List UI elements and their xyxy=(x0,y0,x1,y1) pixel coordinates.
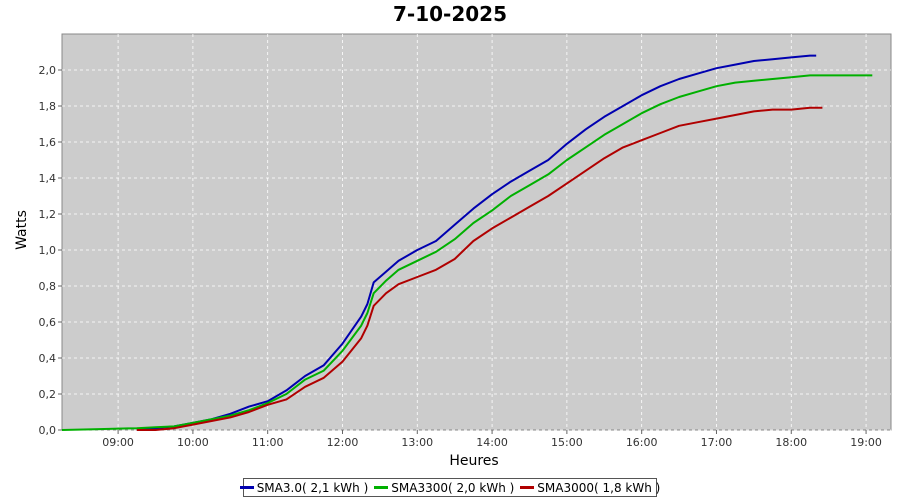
series-line-3 xyxy=(136,106,823,431)
y-axis-label: Watts xyxy=(14,210,30,250)
chart-title: 7-10-2025 xyxy=(392,2,507,26)
x-tick-label: 09:00 xyxy=(102,436,134,449)
series-line-2 xyxy=(61,74,873,431)
legend-label: SMA3300( 2,0 kWh ) xyxy=(391,480,515,495)
y-tick-label: 1,6 xyxy=(39,136,57,149)
legend-swatch xyxy=(374,486,389,489)
x-tick-label: 10:00 xyxy=(177,436,209,449)
legend-item-3: SMA3000( 1,8 kWh ) xyxy=(520,481,660,495)
y-tick-label: 1,0 xyxy=(39,244,57,257)
grid-layer xyxy=(62,34,891,431)
y-tick-label: 0,0 xyxy=(39,424,57,437)
series-layer xyxy=(61,54,873,431)
x-axis-label: Heures xyxy=(449,453,498,469)
x-tick-label: 13:00 xyxy=(401,436,433,449)
x-tick-label: 11:00 xyxy=(252,436,284,449)
x-tick-label: 17:00 xyxy=(701,436,733,449)
legend-item-1: SMA3.0( 2,1 kWh ) xyxy=(239,480,369,495)
y-tick-label: 1,8 xyxy=(39,100,57,113)
legend-item-2: SMA3300( 2,0 kWh ) xyxy=(374,481,514,495)
x-tick-label: 15:00 xyxy=(551,436,583,449)
axis-layer: 09:00 10:00 11:00 12:00 13:00 14:00 15:00 16:00… xyxy=(39,64,882,449)
y-tick-label: 0,8 xyxy=(39,280,57,293)
y-tick-label: 0,2 xyxy=(39,388,57,401)
y-tick-label: 2,0 xyxy=(39,64,57,77)
y-tick-label: 1,2 xyxy=(39,208,57,221)
legend: SMA3.0( 2,1 kWh ) SMA3300( 2,0 kWh ) SMA30… xyxy=(239,478,660,497)
series-line-1 xyxy=(136,54,817,431)
y-tick-label: 0,4 xyxy=(39,352,57,365)
legend-label: SMA3.0( 2,1 kWh ) xyxy=(256,480,369,495)
x-tick-label: 14:00 xyxy=(476,436,508,449)
x-tick-label: 16:00 xyxy=(626,436,658,449)
x-tick-label: 12:00 xyxy=(327,436,359,449)
legend-swatch xyxy=(239,486,254,489)
chart-svg: 09:00 10:00 11:00 12:00 13:00 14:00 15:00 16:00… xyxy=(14,33,892,469)
legend-label: SMA3000( 1,8 kWh ) xyxy=(537,480,661,495)
y-tick-label: 0,6 xyxy=(39,316,57,329)
legend-swatch xyxy=(520,486,535,489)
x-tick-label: 19:00 xyxy=(850,436,882,449)
plot-area xyxy=(61,33,892,431)
x-tick-label: 18:00 xyxy=(775,436,807,449)
y-tick-label: 1,4 xyxy=(39,172,57,185)
